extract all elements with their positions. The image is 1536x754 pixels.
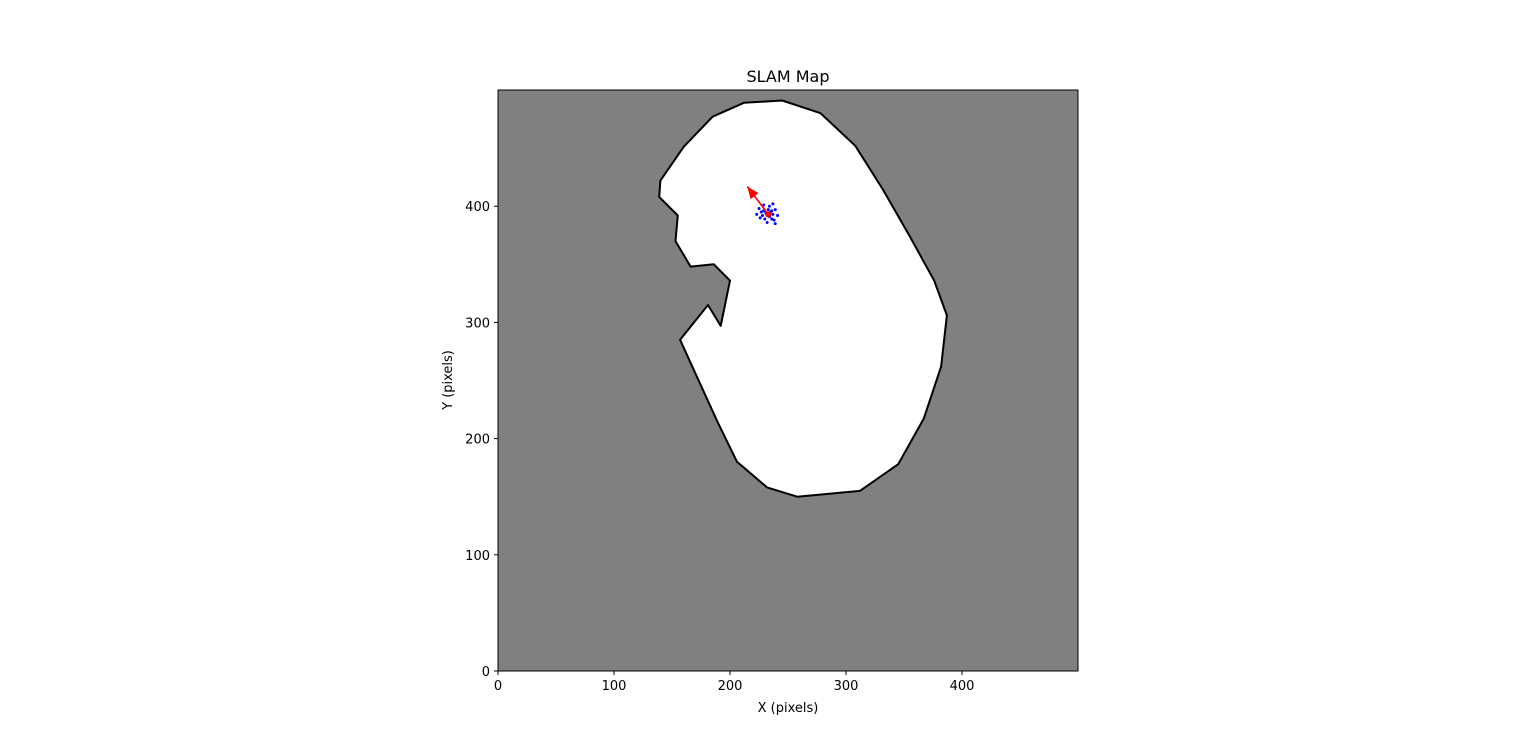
axes-frame xyxy=(497,89,1079,672)
occupied-boundary xyxy=(658,99,948,498)
x-axis-label: X (pixels) xyxy=(758,701,819,716)
particle-point xyxy=(760,213,764,217)
y-tick-label: 100 xyxy=(465,549,490,564)
particle-point xyxy=(771,212,775,216)
y-axis-label: Y (pixels) xyxy=(441,350,456,411)
particle-point xyxy=(755,212,759,216)
particle-point xyxy=(773,222,777,226)
heading-arrow-head xyxy=(747,186,759,200)
particle-point xyxy=(773,208,777,212)
y-tick-label: 0 xyxy=(482,665,490,680)
particle-point xyxy=(762,203,766,207)
robot-pose xyxy=(746,186,772,218)
y-tick-label: 300 xyxy=(465,316,490,331)
particle-point xyxy=(766,208,770,212)
particle-point xyxy=(765,220,769,224)
particle-point xyxy=(767,204,771,208)
particle-point xyxy=(759,210,763,214)
particle-point xyxy=(770,209,774,213)
y-tick-label: 400 xyxy=(465,200,490,215)
particle-point xyxy=(763,217,767,221)
particle-cloud xyxy=(755,202,780,226)
particle-point xyxy=(772,218,776,222)
particle-point xyxy=(758,216,762,220)
x-tick-label: 0 xyxy=(494,679,502,694)
y-axis-ticks: 0 100 200 300 400 xyxy=(465,200,498,680)
particle-point xyxy=(771,202,775,206)
x-axis-ticks: 0 100 200 300 400 xyxy=(494,671,975,694)
explored-free-space xyxy=(659,100,947,497)
particle-point xyxy=(757,207,761,211)
x-tick-label: 300 xyxy=(834,679,859,694)
y-tick-label: 200 xyxy=(465,433,490,448)
chart-title: SLAM Map xyxy=(746,67,829,86)
particle-point xyxy=(776,213,780,217)
x-tick-label: 200 xyxy=(718,679,743,694)
x-tick-label: 100 xyxy=(602,679,627,694)
particle-point xyxy=(770,217,774,221)
map-layer xyxy=(658,99,948,498)
x-tick-label: 400 xyxy=(950,679,975,694)
